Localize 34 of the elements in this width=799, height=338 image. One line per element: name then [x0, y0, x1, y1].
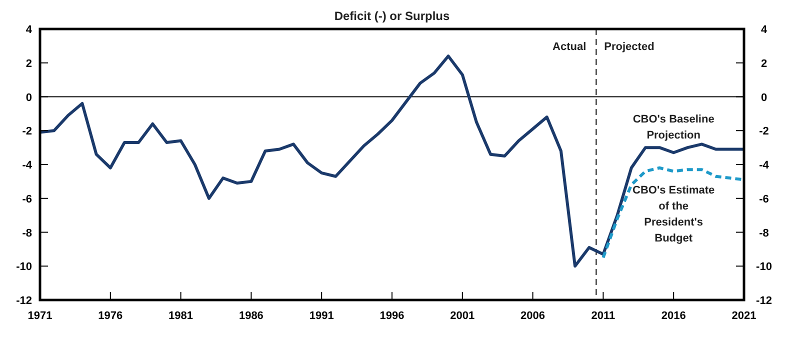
x-tick-label: 1976 [98, 310, 123, 322]
annotation: Actual [552, 41, 586, 53]
x-tick-label: 1996 [380, 310, 404, 322]
x-tick-label: 1986 [238, 310, 264, 322]
y2-tick-label: -6 [759, 193, 769, 206]
y-tick-label: 4 [26, 24, 33, 36]
annotation: Projected [604, 41, 654, 53]
x-tick-label: 2006 [520, 310, 546, 322]
x-tick-label: 2001 [450, 310, 475, 322]
y-tick-label: -12 [16, 295, 32, 307]
x-tick-label: 1981 [168, 310, 194, 322]
x-tick-label: 2011 [591, 310, 616, 322]
x-tick-label: 2016 [661, 310, 686, 322]
y2-tick-label: 4 [760, 24, 768, 36]
x-tick-label: 1991 [309, 310, 334, 322]
y-tick-label: -2 [22, 126, 32, 138]
x-tick-label: 1971 [28, 310, 52, 322]
y2-tick-label: -4 [759, 160, 770, 172]
y2-tick-label: 0 [760, 92, 768, 104]
series-label: CBO's Estimate of the President's Budget [632, 184, 715, 244]
y2-tick-label: -8 [759, 227, 769, 240]
y-tick-label: -8 [22, 227, 32, 240]
y-tick-label: -10 [16, 261, 32, 274]
y-tick-label: 0 [26, 92, 32, 104]
y-tick-label: -6 [22, 193, 32, 206]
chart-title: Deficit (-) or Surplus [334, 9, 450, 23]
x-tick-label: 2021 [732, 310, 756, 322]
y-tick-label: 2 [26, 58, 32, 70]
y2-tick-label: 2 [760, 58, 768, 70]
y-tick-label: -4 [22, 160, 33, 172]
series-label: CBO's Baseline Projection [632, 114, 714, 142]
y2-tick-label: -10 [756, 261, 772, 274]
y2-tick-label: -2 [759, 126, 769, 138]
y2-tick-label: -12 [756, 295, 772, 307]
